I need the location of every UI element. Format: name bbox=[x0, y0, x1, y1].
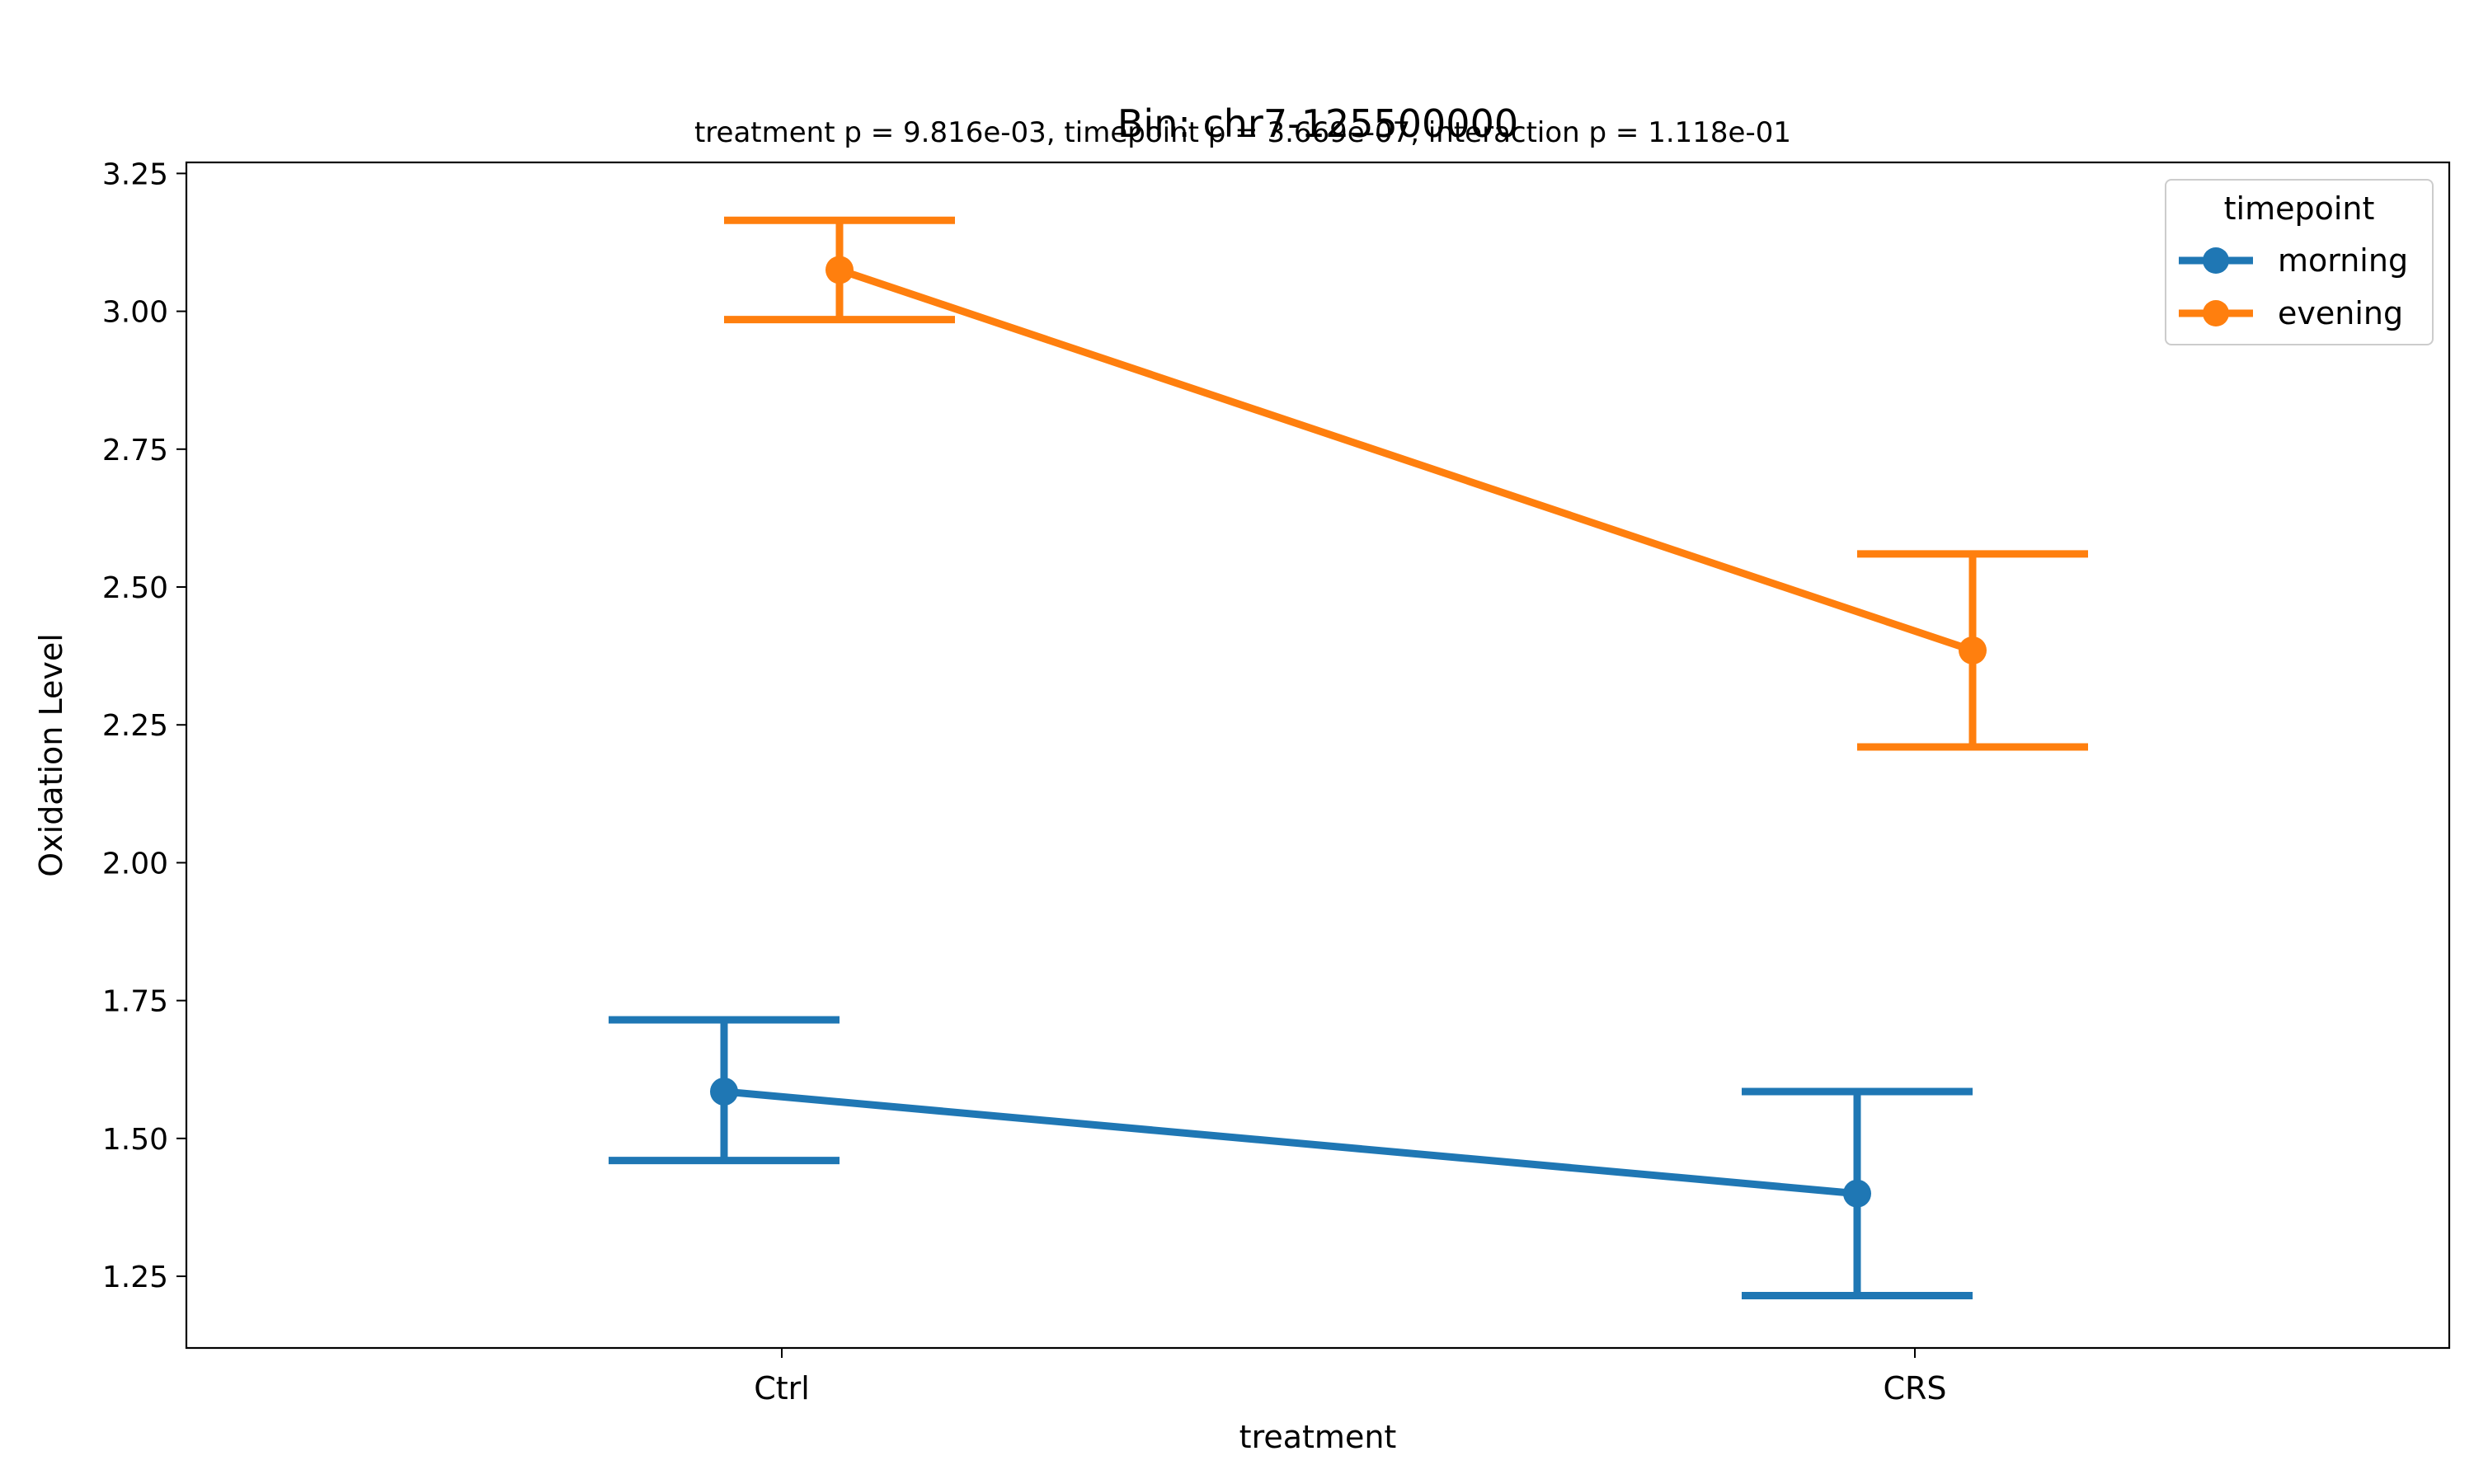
y-tick-label: 2.50 bbox=[102, 571, 168, 605]
y-tick-label: 2.75 bbox=[102, 434, 168, 467]
y-tick-label: 3.00 bbox=[102, 296, 168, 330]
data-point-evening bbox=[1959, 636, 1987, 665]
x-tick-label: Ctrl bbox=[754, 1370, 810, 1407]
legend-title: timepoint bbox=[2224, 190, 2375, 227]
legend-label-morning: morning bbox=[2278, 242, 2408, 279]
chart-subtitle: treatment p = 9.816e-03, timepoint p = 3… bbox=[694, 116, 1791, 149]
x-axis: Ctrl CRS bbox=[754, 1348, 1947, 1407]
y-tick-label: 2.00 bbox=[102, 847, 168, 881]
chart-title: Bin: chr7-125500000 bbox=[1117, 101, 1518, 146]
x-tick-label: CRS bbox=[1883, 1370, 1946, 1407]
chart-marks bbox=[609, 216, 2088, 1299]
legend-entries: morning evening bbox=[2179, 242, 2408, 331]
data-point-morning bbox=[710, 1077, 738, 1106]
legend-marker-evening bbox=[2203, 300, 2229, 326]
y-axis: 1.25 1.50 1.75 2.00 2.25 2.50 2.75 3.00 3.25 bbox=[102, 157, 186, 1294]
series-line-evening bbox=[838, 266, 1974, 655]
plot-background bbox=[186, 162, 2449, 1348]
data-point-morning bbox=[1843, 1179, 1871, 1208]
legend-marker-morning bbox=[2203, 247, 2229, 274]
legend-box bbox=[2165, 179, 2434, 345]
y-tick-label: 3.25 bbox=[102, 157, 168, 191]
legend: timepoint morning evening bbox=[2165, 179, 2434, 345]
plot-frame bbox=[185, 161, 2451, 1350]
x-axis-label: treatment bbox=[1239, 1419, 1397, 1455]
y-tick-label: 1.75 bbox=[102, 985, 168, 1019]
y-tick-label: 1.50 bbox=[102, 1123, 168, 1157]
y-tick-label: 2.25 bbox=[102, 709, 168, 743]
legend-label-evening: evening bbox=[2278, 295, 2403, 331]
data-point-evening bbox=[825, 256, 854, 284]
y-axis-label: Oxidation Level bbox=[33, 633, 69, 877]
series-line-morning bbox=[723, 1087, 1858, 1198]
y-tick-label: 1.25 bbox=[102, 1261, 168, 1294]
